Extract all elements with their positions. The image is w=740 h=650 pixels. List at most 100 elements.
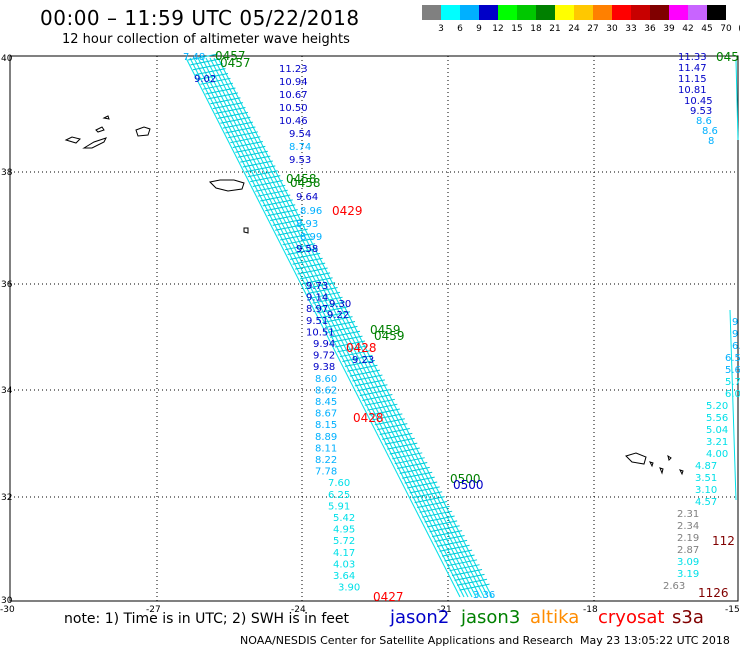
swh-value: 5.72: [333, 536, 355, 547]
right-track: [729, 59, 739, 501]
swh-value: 4.57: [695, 497, 717, 508]
swh-value: 3.64: [333, 571, 355, 582]
swh-value: 9.51: [306, 316, 328, 327]
colorbar-label: 12: [492, 24, 504, 34]
swh-value: 9.14: [306, 293, 328, 304]
colorbar-swatch: [650, 5, 669, 20]
swh-value: 6.25: [328, 490, 350, 501]
pass-time-0458-b: 0458: [290, 176, 321, 190]
swh-value: 2.87: [677, 545, 699, 556]
swh-value: 9.38: [313, 362, 335, 373]
legend-altika: altika: [530, 607, 579, 628]
pass-time-112: 112: [712, 534, 735, 548]
swh-value: 11.47: [678, 63, 707, 74]
swh-value: 4.00: [706, 449, 728, 460]
swh-value: 8: [708, 136, 714, 147]
swh-value: 6.: [732, 341, 740, 352]
legend-cryosat: cryosat: [598, 607, 664, 628]
swh-value: 11.33: [678, 52, 707, 63]
swh-value: 6.5: [725, 353, 740, 364]
swh-value: 8.96: [300, 206, 322, 217]
swh-value: 9.53: [690, 106, 712, 117]
swh-value: 7.78: [315, 467, 337, 478]
swh-value: 8.15: [315, 420, 337, 431]
colorbar-label: 15: [511, 24, 523, 34]
swh-value: 8.89: [315, 432, 337, 443]
swh-value: 5.6: [725, 365, 740, 376]
swh-value: 8.62: [315, 385, 337, 396]
swh-value: 10.51: [306, 327, 335, 338]
swh-value: 3.51: [695, 473, 717, 484]
pass-time-0500-b: 0500: [453, 478, 484, 492]
pass-time-0427: 0427: [373, 590, 404, 604]
swh-value: 3.19: [677, 569, 699, 580]
x-tick-2: -27: [146, 605, 161, 615]
swh-value: 5.04: [706, 425, 728, 436]
pass-time-0457: 0457: [215, 49, 246, 63]
colorbar-label: 21: [549, 24, 561, 34]
pass-time-0457-b: 0457: [220, 56, 251, 70]
swh-value: 8.99: [300, 232, 322, 243]
swh-value: 11.23: [279, 64, 308, 75]
swh-value: 9.30: [329, 299, 351, 310]
colorbar-swatch: [631, 5, 650, 20]
x-tick-4: -21: [437, 605, 452, 615]
colorbar-swatch: [574, 5, 593, 20]
y-tick-6: 30: [1, 596, 13, 606]
swh-value: 7.60: [328, 478, 350, 489]
swh-value: 4.95: [333, 525, 355, 536]
legend-jason2-label: jason2: [390, 607, 450, 628]
legend-jason3: jason3: [461, 607, 520, 628]
x-tick-5: -18: [583, 605, 598, 615]
colorbar-swatch: [422, 5, 441, 20]
pass-time-0429: 0429: [332, 204, 363, 218]
colorbar-label: 36: [644, 24, 656, 34]
legend-altika-label: altika: [530, 607, 580, 628]
swh-value: 8.60: [315, 374, 337, 385]
footnote: note: 1) Time is in UTC; 2) SWH is in fe…: [64, 611, 350, 627]
y-tick-3: 36: [1, 280, 13, 290]
colorbar-label: 30: [606, 24, 618, 34]
pass-time-0500: 0500: [450, 472, 481, 486]
colorbar-swatch: [612, 5, 631, 20]
swh-value: 9: [732, 317, 738, 328]
coastline-outlines: [64, 115, 684, 476]
swh-value: 8.97: [306, 304, 328, 315]
y-tick-5: 32: [1, 493, 12, 503]
colorbar-label: 18: [530, 24, 542, 34]
swh-value: 9.23: [352, 355, 374, 366]
wave-height-values: 7.48 9.02 11.23 10.94 10.67 10.50 10.46 9.54 8.7…: [183, 52, 740, 601]
colorbar-label: 24: [568, 24, 580, 34]
swh-value: 6.03: [725, 389, 740, 400]
pass-time-0459: 0459: [370, 323, 401, 337]
x-tick-6: -15: [725, 605, 740, 615]
swh-value: 9: [732, 329, 738, 340]
swh-value: 2.31: [677, 509, 699, 520]
swh-value: 9.64: [296, 192, 318, 203]
swh-value: 4.17: [333, 548, 355, 559]
swh-value: 7.48: [183, 52, 205, 63]
colorbar-label: 70: [720, 24, 732, 34]
swh-value: 4.87: [695, 461, 717, 472]
swh-value: 8.6: [702, 126, 718, 137]
legend-cryosat-label: cryosat: [598, 607, 665, 628]
swh-value: 5.42: [333, 513, 355, 524]
swh-value: 3.10: [695, 485, 717, 496]
colorbar-label: 33: [625, 24, 637, 34]
swh-value: 10.50: [279, 103, 308, 114]
swh-value: 5.76: [725, 377, 740, 388]
generated-timestamp: May 23 13:05:22 UTC 2018: [580, 634, 730, 647]
colorbar-swatch: [517, 5, 536, 20]
colorbar-label: 42: [682, 24, 694, 34]
swh-value: 5.91: [328, 501, 350, 512]
colorbar-swatch: [441, 5, 460, 20]
swh-value: 10.45: [684, 96, 713, 107]
colorbar-label: 39: [663, 24, 675, 34]
swh-value: 9.73: [306, 281, 328, 292]
y-tick-4: 34: [1, 386, 13, 396]
y-tick-1: 40: [1, 54, 13, 64]
legend-jason2: jason2: [390, 607, 449, 628]
colorbar-label: 6: [457, 24, 463, 34]
swh-value: 9.22: [327, 310, 349, 321]
